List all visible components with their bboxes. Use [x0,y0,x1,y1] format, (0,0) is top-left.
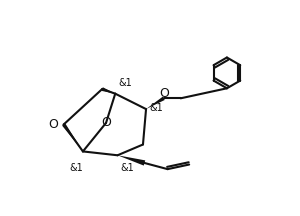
Text: O: O [49,118,58,131]
Text: &1: &1 [149,103,163,113]
Polygon shape [101,87,115,94]
Text: &1: &1 [118,78,132,87]
Text: O: O [101,116,111,129]
Polygon shape [118,155,145,166]
Text: O: O [159,87,169,100]
Polygon shape [62,123,83,151]
Text: &1: &1 [121,163,134,173]
Text: &1: &1 [69,163,83,173]
Polygon shape [146,97,165,109]
